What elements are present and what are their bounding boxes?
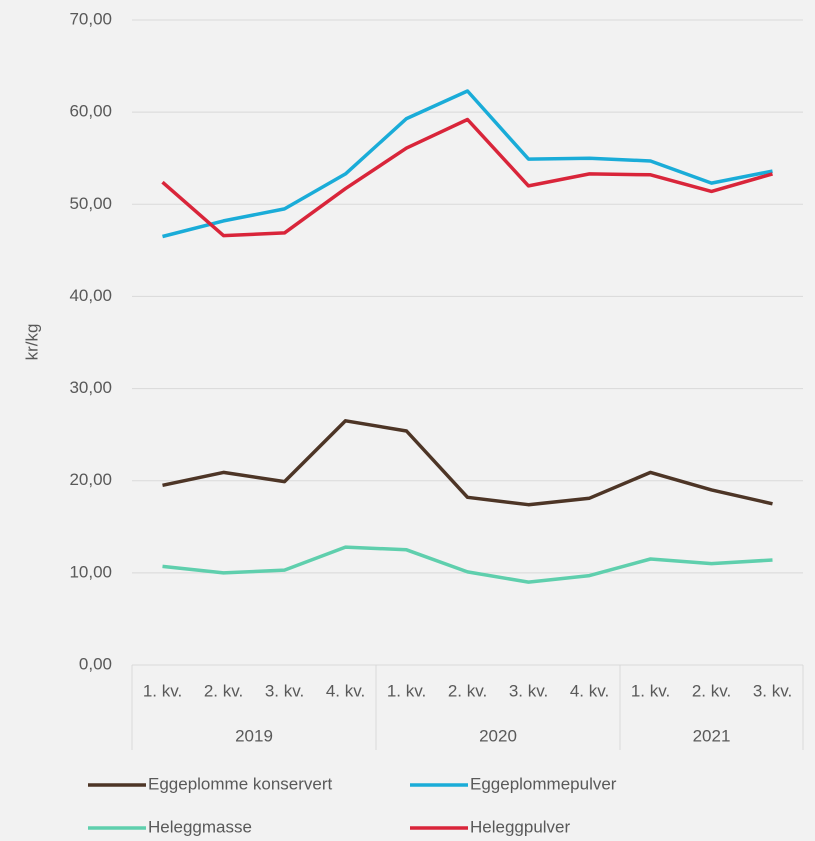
x-tick-label: 1. kv. xyxy=(387,681,426,700)
series-line xyxy=(162,419,773,507)
series-line xyxy=(162,545,773,584)
group-label: 2020 xyxy=(479,726,517,745)
series-line xyxy=(162,89,773,239)
y-tick-label: 40,00 xyxy=(69,286,112,305)
x-tick-label: 1. kv. xyxy=(631,681,670,700)
legend-label: Eggeplommepulver xyxy=(470,774,617,793)
x-tick-label: 2. kv. xyxy=(204,681,243,700)
y-axis-label: kr/kg xyxy=(22,324,41,361)
x-tick-label: 2. kv. xyxy=(448,681,487,700)
legend-label: Heleggpulver xyxy=(470,817,571,836)
x-tick-label: 4. kv. xyxy=(326,681,365,700)
x-tick-label: 3. kv. xyxy=(265,681,304,700)
y-tick-label: 30,00 xyxy=(69,378,112,397)
y-tick-label: 0,00 xyxy=(79,654,112,673)
x-tick-label: 2. kv. xyxy=(692,681,731,700)
group-label: 2021 xyxy=(693,726,731,745)
x-tick-label: 4. kv. xyxy=(570,681,609,700)
y-tick-label: 10,00 xyxy=(69,562,112,581)
legend-label: Eggeplomme konservert xyxy=(148,774,333,793)
x-tick-label: 1. kv. xyxy=(143,681,182,700)
x-tick-label: 3. kv. xyxy=(509,681,548,700)
y-tick-label: 20,00 xyxy=(69,470,112,489)
group-label: 2019 xyxy=(235,726,273,745)
y-tick-label: 70,00 xyxy=(69,9,112,28)
y-tick-label: 50,00 xyxy=(69,194,112,213)
x-tick-label: 3. kv. xyxy=(753,681,792,700)
series-line xyxy=(161,117,773,238)
legend-label: Heleggmasse xyxy=(148,817,252,836)
y-tick-label: 60,00 xyxy=(69,102,112,121)
